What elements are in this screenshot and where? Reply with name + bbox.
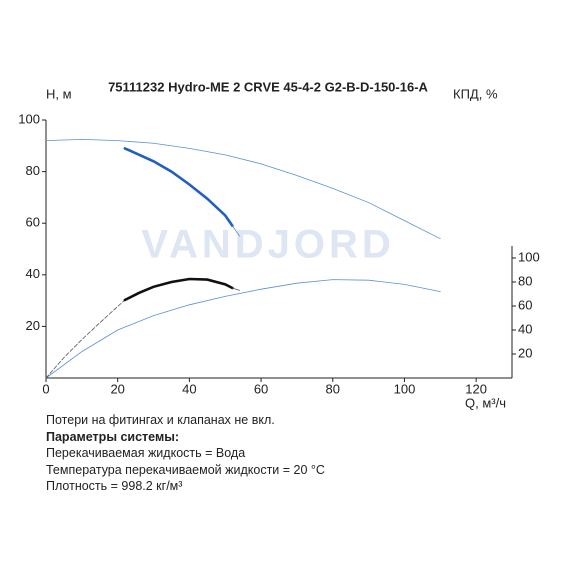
y-axis-label: H, м	[46, 86, 72, 101]
curve	[123, 147, 234, 228]
note: Перекачиваемая жидкость = Вода	[46, 446, 246, 460]
y-tick-label: 20	[26, 318, 40, 333]
curve	[45, 138, 441, 240]
y2-axis-label: КПД, %	[453, 86, 498, 101]
y2-tick-label: 80	[518, 273, 532, 288]
x-tick-label: 100	[394, 381, 416, 396]
curve	[123, 277, 234, 302]
x-tick-label: 0	[42, 381, 49, 396]
watermark: VANDJORD	[141, 223, 395, 267]
x-tick-label: 60	[254, 381, 268, 396]
notes: Потери на фитингах и клапанах не вкл. Па…	[46, 412, 325, 495]
chart: 75111232 Hydro-ME 2 CRVE 45-4-2 G2-B-D-1…	[18, 79, 540, 410]
x-tick-label: 20	[110, 381, 124, 396]
note: Плотность = 998.2 кг/м³	[46, 479, 183, 493]
curve	[231, 225, 240, 237]
y-tick-label: 100	[18, 111, 40, 126]
x-axis-label: Q, м³/ч	[465, 395, 506, 410]
y2-tick-label: 20	[518, 345, 532, 360]
y-tick-label: 80	[26, 163, 40, 178]
y-tick-label: 60	[26, 215, 40, 230]
note: Потери на фитингах и клапанах не вкл.	[46, 413, 275, 427]
y2-tick-label: 100	[518, 249, 540, 264]
x-tick-label: 120	[465, 381, 487, 396]
y2-tick-label: 60	[518, 297, 532, 312]
curve	[45, 279, 441, 379]
chart-title: 75111232 Hydro-ME 2 CRVE 45-4-2 G2-B-D-1…	[108, 79, 428, 94]
curve	[45, 299, 126, 379]
x-tick-label: 40	[182, 381, 196, 396]
note-heading: Параметры системы:	[46, 429, 180, 444]
note: Температура перекачиваемой жидкости = 20…	[46, 462, 325, 477]
y2-tick-label: 40	[518, 321, 532, 336]
x-tick-label: 80	[326, 381, 340, 396]
y-tick-label: 40	[26, 266, 40, 281]
curve	[231, 287, 240, 291]
